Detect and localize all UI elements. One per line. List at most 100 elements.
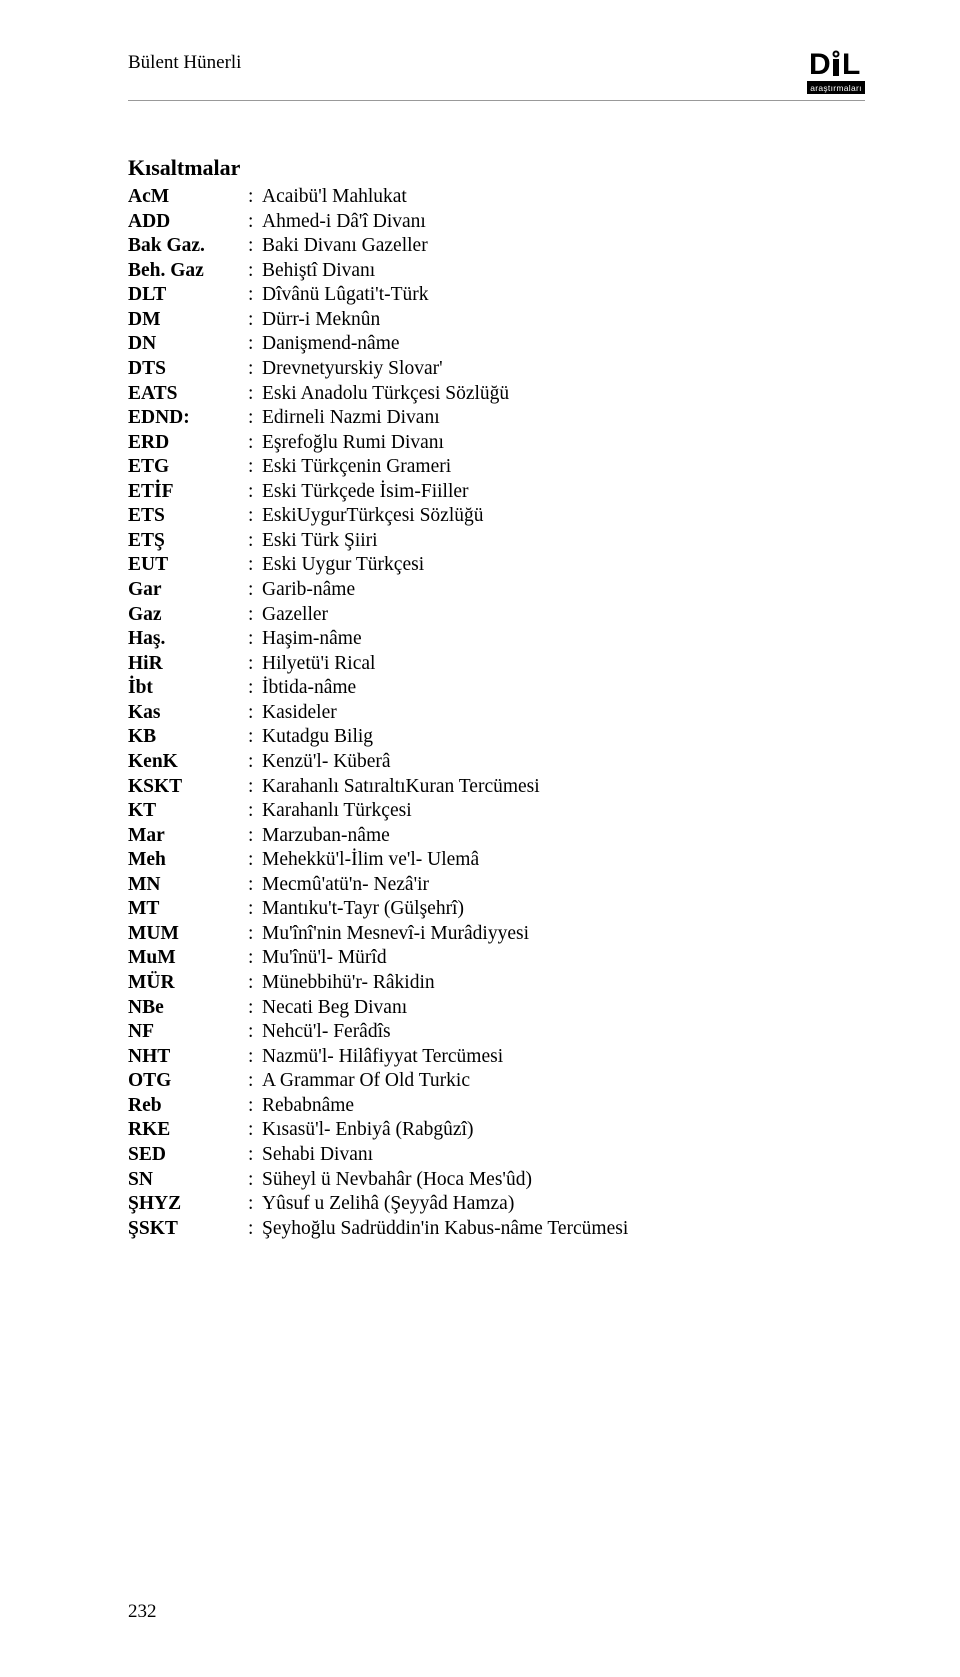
abbrev-value: Mu'înü'l- Mürîd <box>262 946 865 971</box>
abbrev-key: ETS <box>128 504 248 529</box>
abbrev-key: RKE <box>128 1118 248 1143</box>
abbrev-separator: : <box>248 701 262 726</box>
abbrev-value: Eski Türkçenin Grameri <box>262 455 865 480</box>
author-name: Bülent Hünerli <box>128 52 241 74</box>
abbrev-row: Reb:Rebabnâme <box>128 1094 865 1119</box>
abbrev-separator: : <box>248 725 262 750</box>
abbrev-key: EATS <box>128 382 248 407</box>
abbrev-key: Mar <box>128 824 248 849</box>
abbrev-row: SED:Sehabi Divanı <box>128 1143 865 1168</box>
abbrev-value: Necati Beg Divanı <box>262 996 865 1021</box>
abbrev-value: Nehcü'l- Ferâdîs <box>262 1020 865 1045</box>
abbrev-value: Yûsuf u Zelihâ (Şeyyâd Hamza) <box>262 1192 865 1217</box>
abbrev-row: Bak Gaz.:Baki Divanı Gazeller <box>128 234 865 259</box>
abbrev-separator: : <box>248 455 262 480</box>
abbrev-key: DTS <box>128 357 248 382</box>
abbrev-row: Haş.:Haşim-nâme <box>128 627 865 652</box>
abbrev-separator: : <box>248 996 262 1021</box>
abbrev-separator: : <box>248 406 262 431</box>
abbrev-key: SN <box>128 1168 248 1193</box>
abbrev-row: RKE:Kısasü'l- Enbiyâ (Rabgûzî) <box>128 1118 865 1143</box>
abbrev-row: AcM:Acaibü'l Mahlukat <box>128 185 865 210</box>
abbrev-separator: : <box>248 529 262 554</box>
abbrev-key: SED <box>128 1143 248 1168</box>
abbrev-separator: : <box>248 652 262 677</box>
abbrev-value: Gazeller <box>262 603 865 628</box>
abbrev-separator: : <box>248 431 262 456</box>
abbrev-key: KSKT <box>128 775 248 800</box>
abbrev-value: Nazmü'l- Hilâfiyyat Tercümesi <box>262 1045 865 1070</box>
abbrev-key: İbt <box>128 676 248 701</box>
abbrev-value: Baki Divanı Gazeller <box>262 234 865 259</box>
abbrev-row: MuM:Mu'înü'l- Mürîd <box>128 946 865 971</box>
abbrev-key: Reb <box>128 1094 248 1119</box>
abbrev-row: EATS:Eski Anadolu Türkçesi Sözlüğü <box>128 382 865 407</box>
abbrev-row: ADD:Ahmed-i Dâ'î Divanı <box>128 210 865 235</box>
abbrev-row: Mar:Marzuban-nâme <box>128 824 865 849</box>
abbrev-row: EUT:Eski Uygur Türkçesi <box>128 553 865 578</box>
abbrev-separator: : <box>248 210 262 235</box>
abbrev-row: NF:Nehcü'l- Ferâdîs <box>128 1020 865 1045</box>
abbrev-row: ETŞ:Eski Türk Şiiri <box>128 529 865 554</box>
abbrev-key: AcM <box>128 185 248 210</box>
abbrev-separator: : <box>248 848 262 873</box>
section-title: Kısaltmalar <box>128 155 865 181</box>
abbrev-row: ETS:EskiUygurTürkçesi Sözlüğü <box>128 504 865 529</box>
abbrev-separator: : <box>248 553 262 578</box>
abbrev-row: KB:Kutadgu Bilig <box>128 725 865 750</box>
abbreviations-table: AcM:Acaibü'l MahlukatADD:Ahmed-i Dâ'î Di… <box>128 185 865 1241</box>
abbrev-key: MÜR <box>128 971 248 996</box>
abbrev-value: EskiUygurTürkçesi Sözlüğü <box>262 504 865 529</box>
abbrev-key: DLT <box>128 283 248 308</box>
abbrev-separator: : <box>248 578 262 603</box>
abbrev-value: Ahmed-i Dâ'î Divanı <box>262 210 865 235</box>
abbrev-separator: : <box>248 676 262 701</box>
abbrev-key: DM <box>128 308 248 333</box>
abbrev-value: İbtida-nâme <box>262 676 865 701</box>
abbrev-separator: : <box>248 283 262 308</box>
abbrev-value: Marzuban-nâme <box>262 824 865 849</box>
page-number: 232 <box>128 1601 157 1623</box>
abbrev-separator: : <box>248 946 262 971</box>
abbrev-key: Beh. Gaz <box>128 259 248 284</box>
abbrev-separator: : <box>248 234 262 259</box>
abbrev-separator: : <box>248 259 262 284</box>
abbrev-row: MÜR:Münebbihü'r- Râkidin <box>128 971 865 996</box>
abbrev-row: Meh:Mehekkü'l-İlim ve'l- Ulemâ <box>128 848 865 873</box>
abbrev-key: Haş. <box>128 627 248 652</box>
abbrev-row: ERD:Eşrefoğlu Rumi Divanı <box>128 431 865 456</box>
abbrev-row: Gaz:Gazeller <box>128 603 865 628</box>
abbrev-value: A Grammar Of Old Turkic <box>262 1069 865 1094</box>
abbrev-separator: : <box>248 873 262 898</box>
abbrev-key: ŞSKT <box>128 1217 248 1242</box>
abbrev-key: NHT <box>128 1045 248 1070</box>
abbrev-row: KSKT:Karahanlı SatıraltıKuran Tercümesi <box>128 775 865 800</box>
abbrev-separator: : <box>248 897 262 922</box>
abbrev-key: MN <box>128 873 248 898</box>
abbrev-value: Şeyhoğlu Sadrüddin'in Kabus-nâme Tercüme… <box>262 1217 865 1242</box>
abbrev-separator: : <box>248 1045 262 1070</box>
abbrev-separator: : <box>248 1020 262 1045</box>
abbrev-value: Eski Uygur Türkçesi <box>262 553 865 578</box>
abbrev-separator: : <box>248 1168 262 1193</box>
svg-text:L: L <box>842 48 860 81</box>
abbrev-value: Eşrefoğlu Rumi Divanı <box>262 431 865 456</box>
abbrev-value: Rebabnâme <box>262 1094 865 1119</box>
abbrev-value: Dürr-i Meknûn <box>262 308 865 333</box>
page-header: Bülent Hünerli D L araştırmaları <box>128 52 865 101</box>
abbrev-row: Beh. Gaz:Behiştî Divanı <box>128 259 865 284</box>
abbrev-key: ETİF <box>128 480 248 505</box>
abbrev-row: HiR:Hilyetü'i Rical <box>128 652 865 677</box>
abbrev-value: Mehekkü'l-İlim ve'l- Ulemâ <box>262 848 865 873</box>
abbrev-row: KT:Karahanlı Türkçesi <box>128 799 865 824</box>
abbrev-value: Garib-nâme <box>262 578 865 603</box>
abbrev-separator: : <box>248 1143 262 1168</box>
abbrev-row: ŞSKT:Şeyhoğlu Sadrüddin'in Kabus-nâme Te… <box>128 1217 865 1242</box>
abbrev-value: Münebbihü'r- Râkidin <box>262 971 865 996</box>
abbrev-separator: : <box>248 1192 262 1217</box>
abbrev-row: OTG:A Grammar Of Old Turkic <box>128 1069 865 1094</box>
abbrev-value: Mu'înî'nin Mesnevî-i Murâdiyyesi <box>262 922 865 947</box>
abbrev-separator: : <box>248 922 262 947</box>
dil-logo-icon: D L araştırmaları <box>807 48 865 94</box>
abbrev-key: MT <box>128 897 248 922</box>
